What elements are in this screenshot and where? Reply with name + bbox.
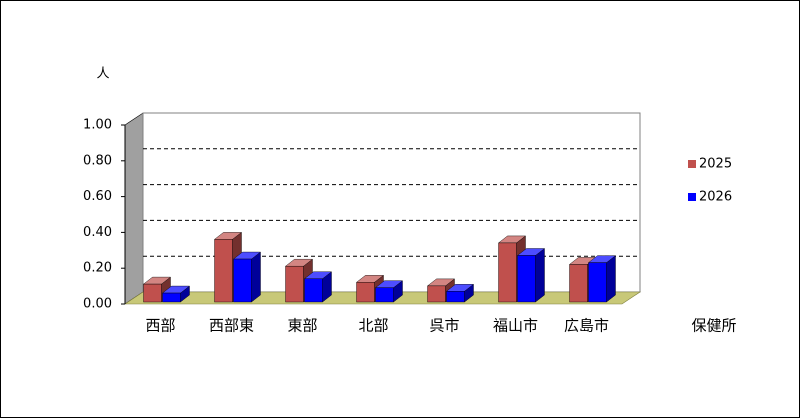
x-tick-label: 広島市 [564, 317, 609, 335]
bar [285, 266, 304, 303]
x-tick-label: 東部 [287, 317, 317, 335]
legend-label: 2025 [699, 157, 732, 172]
bar [569, 264, 588, 303]
bar [233, 258, 252, 303]
x-tick-label: 西部東 [209, 317, 254, 335]
bar [427, 285, 446, 303]
y-axis-label: 人 [96, 67, 109, 82]
bar [304, 278, 323, 303]
bar [498, 242, 517, 303]
legend-label: 2026 [699, 190, 732, 205]
x-tick-label: 北部 [358, 317, 388, 335]
bar [162, 292, 181, 303]
x-tick-label: 西部 [145, 317, 175, 335]
y-tick-label: 0.40 [83, 225, 112, 240]
y-tick-label: 0.80 [83, 153, 112, 168]
side-wall [124, 112, 144, 305]
bar [517, 255, 536, 303]
bar [588, 262, 607, 303]
bar-side [606, 255, 616, 303]
x-tick-label: 福山市 [493, 317, 538, 335]
y-tick-label: 1.00 [83, 118, 112, 133]
y-tick-label: 0.20 [83, 261, 112, 276]
x-axis-label: 保健所 [691, 317, 736, 335]
bar [375, 287, 394, 303]
bar-side [251, 251, 261, 303]
x-tick-label: 呉市 [429, 317, 459, 335]
bar [143, 283, 162, 303]
bar [446, 291, 465, 303]
y-tick-label: 0.60 [83, 189, 112, 204]
legend-swatch [688, 160, 696, 168]
legend-swatch [688, 193, 696, 201]
bar [356, 282, 375, 303]
y-tick-label: 0.00 [83, 297, 112, 312]
bar [214, 239, 233, 303]
bar-side [535, 248, 545, 303]
